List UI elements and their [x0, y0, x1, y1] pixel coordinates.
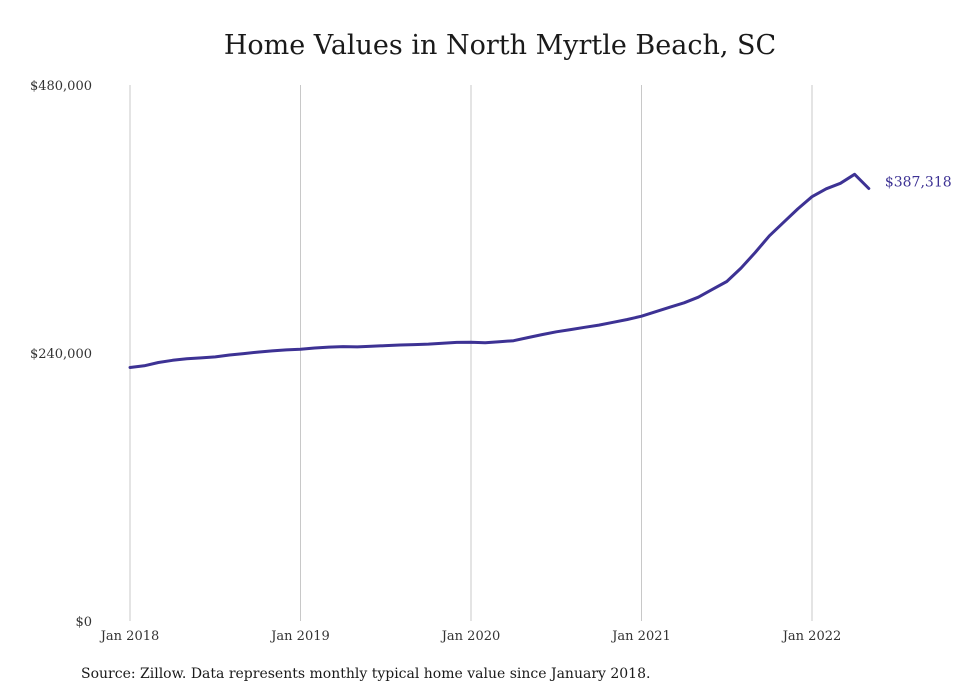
chart-title: Home Values in North Myrtle Beach, SC [223, 30, 777, 61]
x-tick-label: Jan 2022 [781, 629, 842, 644]
x-tick-label: Jan 2019 [269, 629, 330, 644]
chart-grid [129, 85, 813, 621]
source-note: Source: Zillow. Data represents monthly … [81, 666, 651, 682]
x-tick-label: Jan 2020 [440, 629, 501, 644]
y-tick-label: $240,000 [30, 347, 92, 362]
y-tick-label: $0 [75, 615, 92, 630]
y-tick-label: $480,000 [30, 79, 92, 94]
x-tick-label: Jan 2021 [610, 629, 671, 644]
end-value-label: $387,318 [885, 174, 952, 190]
x-tick-label: Jan 2018 [99, 629, 160, 644]
y-axis: $0 $240,000 $480,000 [30, 79, 92, 630]
x-axis: Jan 2018 Jan 2019 Jan 2020 Jan 2021 Jan 2022 [99, 629, 842, 644]
series-line [128, 172, 871, 369]
